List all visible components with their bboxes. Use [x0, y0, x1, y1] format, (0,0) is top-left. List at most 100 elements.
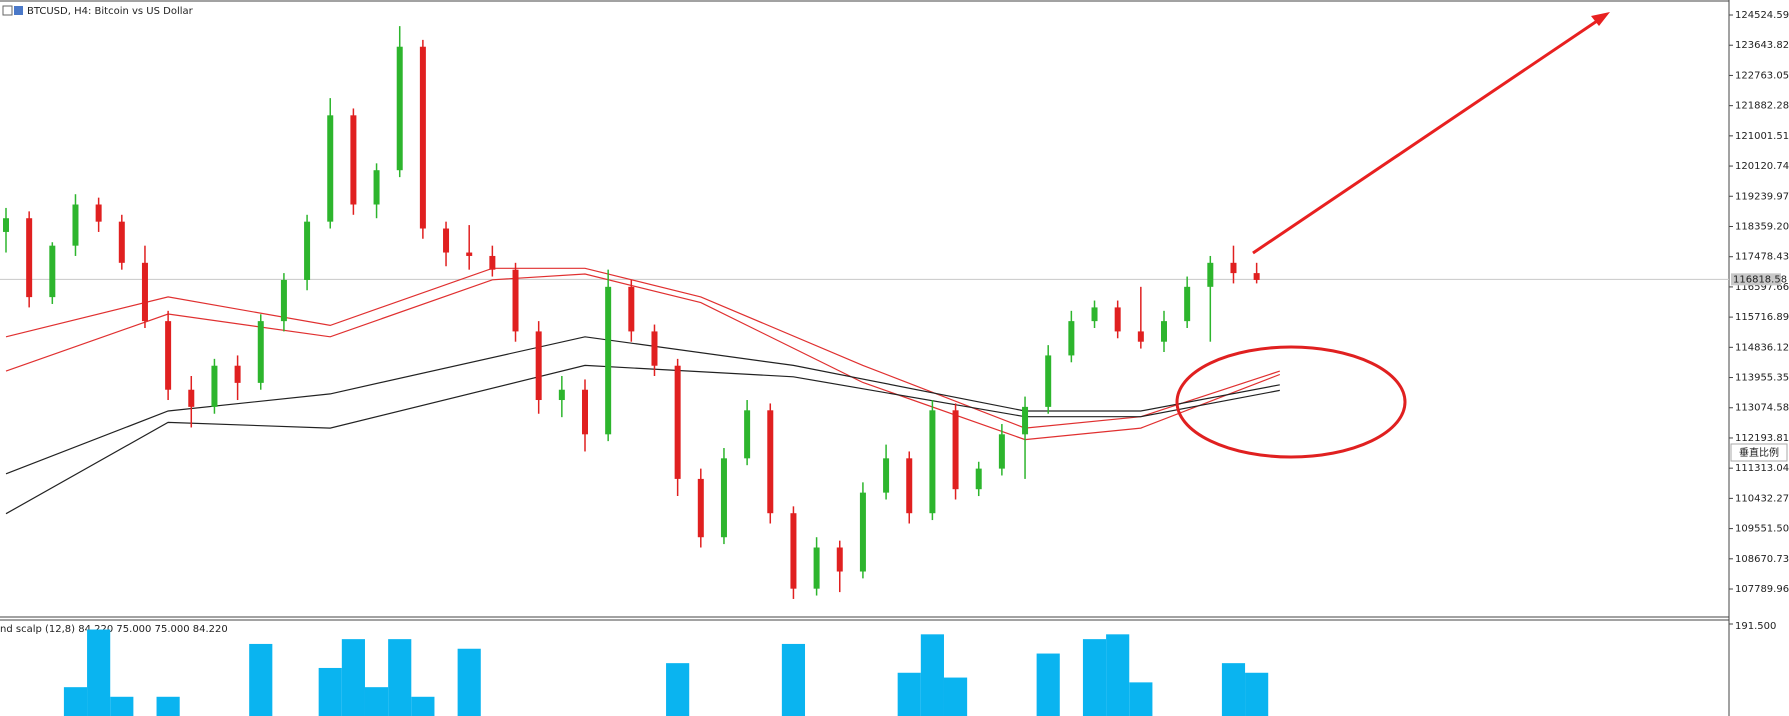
- indicator-bar: [1106, 634, 1130, 716]
- candle-body: [188, 389, 195, 407]
- price-tick-label: 112193.81: [1735, 433, 1789, 444]
- candle-body: [883, 458, 890, 493]
- indicator-bar: [1245, 672, 1269, 716]
- candle-body: [26, 218, 33, 298]
- scale-button-label[interactable]: 垂直比例: [1739, 446, 1779, 459]
- current-price-box: [1731, 273, 1781, 286]
- indicator-bar: [341, 639, 365, 716]
- annotation-arrow-tail: [1252, 154, 1401, 254]
- indicator-bar: [897, 672, 921, 716]
- candle-body: [396, 46, 403, 171]
- indicator-bar: [249, 643, 273, 716]
- candle-body: [327, 115, 334, 222]
- candle-body: [3, 218, 9, 232]
- candle-body: [443, 228, 450, 253]
- indicator-bar: [666, 663, 690, 716]
- chart-title: BTCUSD, H4: Bitcoin vs US Dollar: [27, 6, 194, 17]
- candle-body: [49, 245, 56, 298]
- indicator-bar: [318, 667, 342, 716]
- candle-body: [929, 410, 936, 514]
- price-tick-label: 113955.35: [1735, 373, 1789, 384]
- moving-average: [5, 267, 1280, 429]
- candle-body: [257, 321, 264, 383]
- candle-body: [1114, 307, 1121, 332]
- price-tick-label: 119239.97: [1735, 191, 1789, 202]
- candle-body: [211, 365, 218, 407]
- scale-button[interactable]: [1730, 443, 1788, 462]
- indicator-tick-label: 191.500: [1735, 621, 1776, 632]
- candle-body: [165, 321, 172, 390]
- indicator-bar: [920, 634, 944, 716]
- price-tick-label: 118359.20: [1735, 221, 1789, 232]
- indicator-bar: [87, 629, 111, 716]
- price-tick-label: 107789.96: [1735, 584, 1789, 595]
- candle-body: [1230, 262, 1237, 274]
- candle-body: [1137, 331, 1144, 342]
- candle-body: [767, 410, 774, 514]
- candle-body: [674, 365, 681, 479]
- price-tick-label: 115716.89: [1735, 312, 1789, 323]
- candle-body: [952, 410, 959, 490]
- candle-body: [1207, 262, 1214, 287]
- price-tick-label: 114836.12: [1735, 342, 1789, 353]
- price-tick-label: 110432.27: [1735, 493, 1789, 504]
- candle-body: [1068, 321, 1075, 356]
- candle-body: [790, 513, 797, 589]
- candle-body: [628, 286, 635, 332]
- candle-body: [419, 46, 426, 229]
- candle-body: [304, 221, 311, 280]
- candle-body: [859, 492, 866, 572]
- candle-body: [118, 221, 125, 263]
- price-tick-label: 120120.74: [1735, 161, 1789, 172]
- candle-body: [373, 170, 380, 205]
- moving-average: [5, 364, 1280, 515]
- indicator-label: nd scalp (12,8) 84.220 75.000 75.000 84.…: [0, 624, 228, 635]
- price-tick-label: 121882.28: [1735, 101, 1789, 112]
- indicator-bar: [411, 696, 435, 716]
- candle-body: [998, 434, 1005, 469]
- indicator-bar: [1082, 639, 1107, 716]
- moving-average: [5, 273, 1281, 441]
- indicator-bar: [781, 643, 806, 716]
- indicator-bar: [457, 648, 481, 716]
- indicator-bar: [364, 687, 389, 716]
- candle-body: [95, 204, 102, 222]
- indicator-bar: [156, 696, 180, 716]
- icon: [2, 5, 13, 16]
- candle-body: [558, 389, 565, 401]
- arrow-head: [1591, 12, 1610, 26]
- price-tick-label: 108670.73: [1735, 554, 1789, 565]
- indicator-bar: [1129, 682, 1153, 716]
- current-price-label: 116818.58: [1733, 274, 1787, 285]
- candle-body: [697, 478, 704, 538]
- symbol-title: BTCUSD, H4: Bitcoin vs US Dollar: [2, 5, 194, 17]
- candle-body: [605, 286, 612, 435]
- price-tick-label: 116597.66: [1735, 282, 1789, 293]
- price-tick-label: 113074.58: [1735, 403, 1789, 414]
- candle-body: [1091, 307, 1098, 322]
- candle-body: [720, 458, 727, 538]
- candle-body: [141, 262, 148, 322]
- candle-body: [72, 204, 79, 246]
- candle-body: [512, 269, 519, 332]
- moving-average: [5, 336, 1280, 475]
- candle-body: [582, 389, 588, 435]
- candle-body: [234, 365, 241, 383]
- price-tick-label: 123643.82: [1735, 40, 1789, 51]
- price-tick-label: 109551.50: [1735, 524, 1789, 535]
- price-tick-label: 122763.05: [1735, 70, 1789, 81]
- annotation-circle: [1175, 345, 1407, 459]
- indicator-bar: [63, 687, 88, 716]
- candle-body: [651, 331, 658, 366]
- indicator-bar: [110, 696, 134, 716]
- indicator-bar: [943, 677, 968, 716]
- candle-body: [1022, 406, 1029, 435]
- indicator-bar: [388, 639, 412, 716]
- candle-body: [489, 255, 496, 270]
- candle-body: [466, 252, 473, 256]
- candle-body: [535, 331, 542, 401]
- candle-body: [975, 468, 982, 490]
- candle-body: [813, 547, 820, 589]
